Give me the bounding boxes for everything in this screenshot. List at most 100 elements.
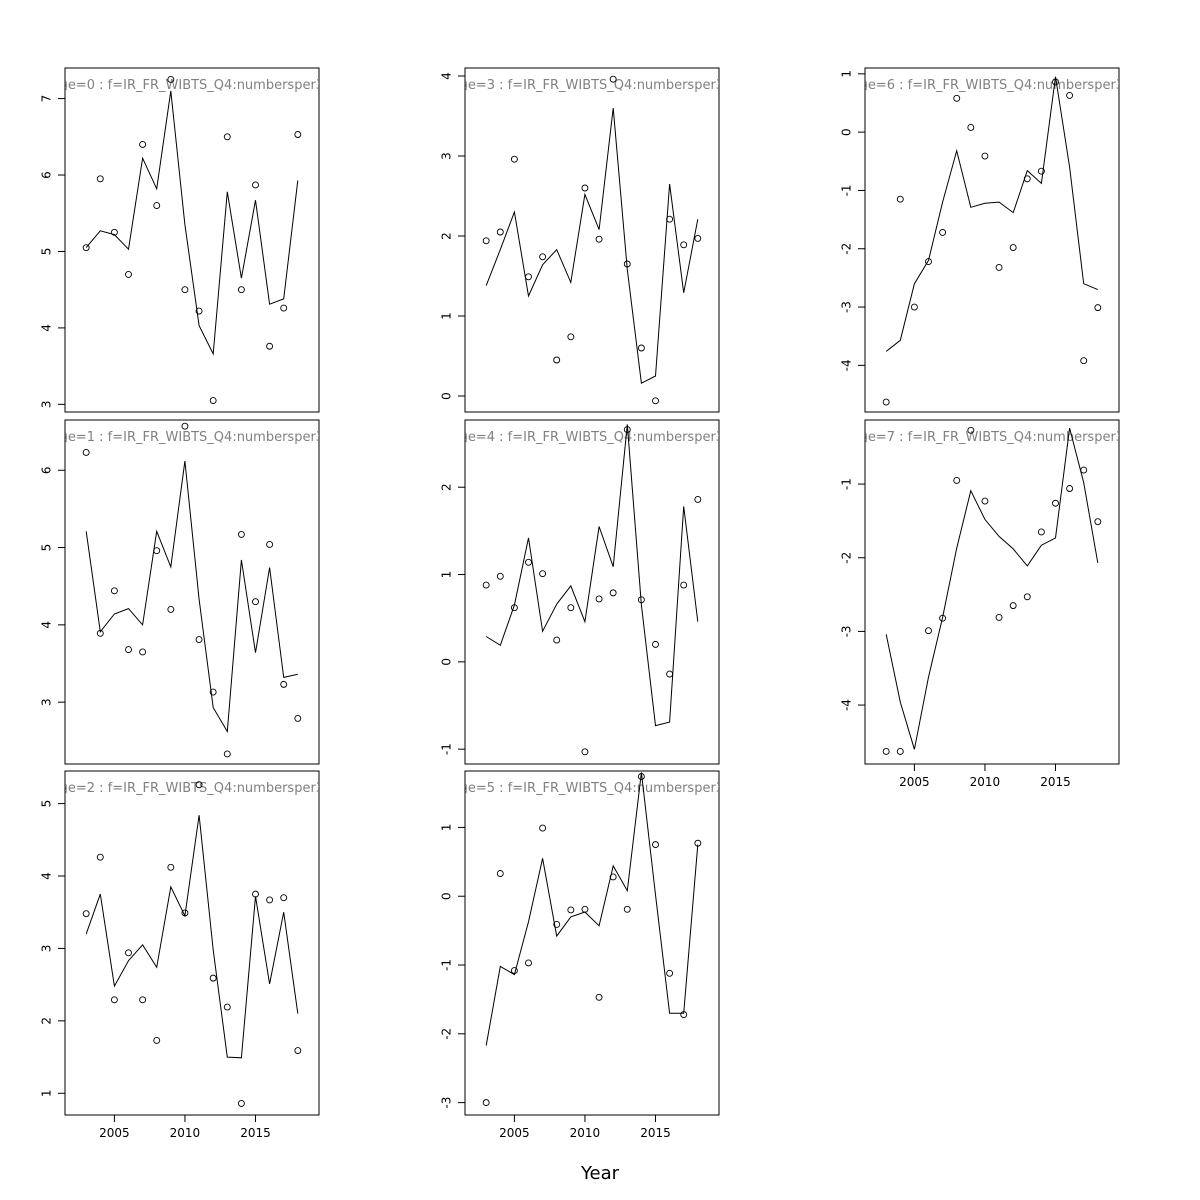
panel-frame (864, 67, 1120, 413)
observed-point (525, 558, 532, 566)
observed-point (280, 304, 288, 312)
y-tick-label: 0 (840, 128, 854, 136)
panels-layer: age=0 : f=IR_FR_WIBTS_Q4:numbersper30 3 4 5… (40, 67, 1133, 1140)
observed-point (96, 853, 104, 861)
observed-point (666, 215, 674, 223)
observed-point (181, 909, 189, 917)
observed-point (153, 1036, 161, 1044)
observed-point (623, 426, 631, 434)
observed-point (167, 605, 175, 613)
panel-frame (864, 419, 1120, 765)
observed-point (981, 152, 989, 160)
y-tick-label: 1 (440, 312, 454, 320)
observed-point (223, 750, 231, 758)
x-tick-label: 2010 (570, 1126, 601, 1140)
y-tick-label: -3 (840, 625, 854, 637)
observed-point (482, 237, 490, 245)
observed-point (981, 497, 989, 505)
observed-point (82, 910, 90, 918)
observed-point (694, 234, 702, 242)
y-tick-label: 0 (440, 658, 454, 666)
y-tick-label: 2 (40, 1017, 54, 1025)
observed-point (525, 959, 532, 967)
y-tick-label: -3 (440, 1097, 454, 1109)
observed-point (1037, 167, 1045, 175)
observed-point (209, 688, 217, 696)
observed-point (237, 1099, 245, 1107)
fitted-line (885, 427, 1099, 750)
observed-point (294, 131, 302, 138)
observed-point (167, 863, 175, 871)
observed-point (252, 598, 259, 606)
x-tick-label: 2015 (640, 1126, 671, 1140)
observed-point (139, 140, 147, 148)
observed-point (496, 870, 504, 877)
panel-5: age=5 : f=IR_FR_WIBTS_Q4:numbersper30 -3 -… (440, 770, 720, 1140)
panel-frame (64, 770, 320, 1116)
panel-6: age=6 : f=IR_FR_WIBTS_Q4:numbersper30 -4 -… (840, 67, 1133, 413)
x-tick-label: 2005 (899, 775, 930, 789)
observed-point (266, 541, 274, 548)
y-tick-label: 0 (440, 892, 454, 900)
y-tick-label: 3 (40, 401, 54, 409)
observed-point (539, 824, 547, 832)
observed-point (925, 258, 932, 266)
observed-point (581, 184, 589, 192)
observed-point (1009, 244, 1017, 252)
y-tick-label: 4 (40, 324, 54, 332)
observed-point (195, 781, 203, 789)
y-tick-label: 5 (40, 544, 54, 552)
x-tick-label: 2010 (970, 775, 1001, 789)
observed-point (680, 581, 688, 589)
observed-point (910, 303, 918, 311)
fitted-line (485, 424, 699, 727)
x-tick-label: 2005 (499, 1126, 530, 1140)
observed-point (252, 181, 259, 189)
observed-point (1052, 78, 1059, 86)
y-tick-label: 5 (40, 248, 54, 256)
y-tick-label: -4 (840, 359, 854, 371)
observed-point (294, 714, 302, 722)
observed-point (925, 627, 932, 635)
y-tick-label: -2 (840, 243, 854, 255)
panel-frame (64, 419, 320, 765)
x-tick-label: 2015 (1040, 775, 1071, 789)
observed-point (496, 572, 504, 580)
y-tick-label: 1 (440, 571, 454, 579)
observed-point (280, 894, 288, 902)
observed-point (252, 890, 259, 898)
observed-point (1066, 485, 1074, 492)
observed-point (195, 636, 203, 643)
observed-point (623, 905, 631, 913)
observed-point (637, 773, 645, 780)
x-axis-title: Year (580, 1163, 620, 1184)
observed-point (237, 530, 245, 538)
observed-point (1023, 175, 1031, 183)
observed-point (1023, 593, 1031, 601)
x-tick-label: 2010 (170, 1126, 201, 1140)
observed-point (223, 1003, 231, 1011)
observed-point (110, 228, 118, 236)
y-tick-label: 2 (440, 483, 454, 491)
observed-point (953, 94, 961, 102)
y-tick-label: 0 (440, 392, 454, 400)
observed-point (595, 595, 603, 603)
observed-point (510, 155, 518, 163)
x-tick-label: 2015 (240, 1126, 271, 1140)
panel-2: age=2 : f=IR_FR_WIBTS_Q4:numbersper30 1 2 3… (40, 770, 320, 1140)
observed-point (967, 124, 975, 131)
observed-point (953, 476, 961, 484)
panel-7: age=7 : f=IR_FR_WIBTS_Q4:numbersper30 -4 -… (840, 419, 1120, 789)
observed-point (567, 604, 575, 612)
panel-4: age=4 : f=IR_FR_WIBTS_Q4:numbersper30 -1 0… (440, 419, 720, 765)
y-tick-label: -4 (840, 699, 854, 711)
y-tick-label: -2 (440, 1028, 454, 1040)
panel-title: age=6 : f=IR_FR_WIBTS_Q4:numbersper30 (852, 78, 1133, 93)
observed-point (939, 228, 947, 236)
observed-point (882, 398, 890, 406)
panel-frame (464, 67, 720, 413)
observed-point (266, 342, 274, 350)
observed-point (666, 670, 674, 678)
observed-point (525, 273, 532, 281)
observed-point (680, 1011, 688, 1019)
